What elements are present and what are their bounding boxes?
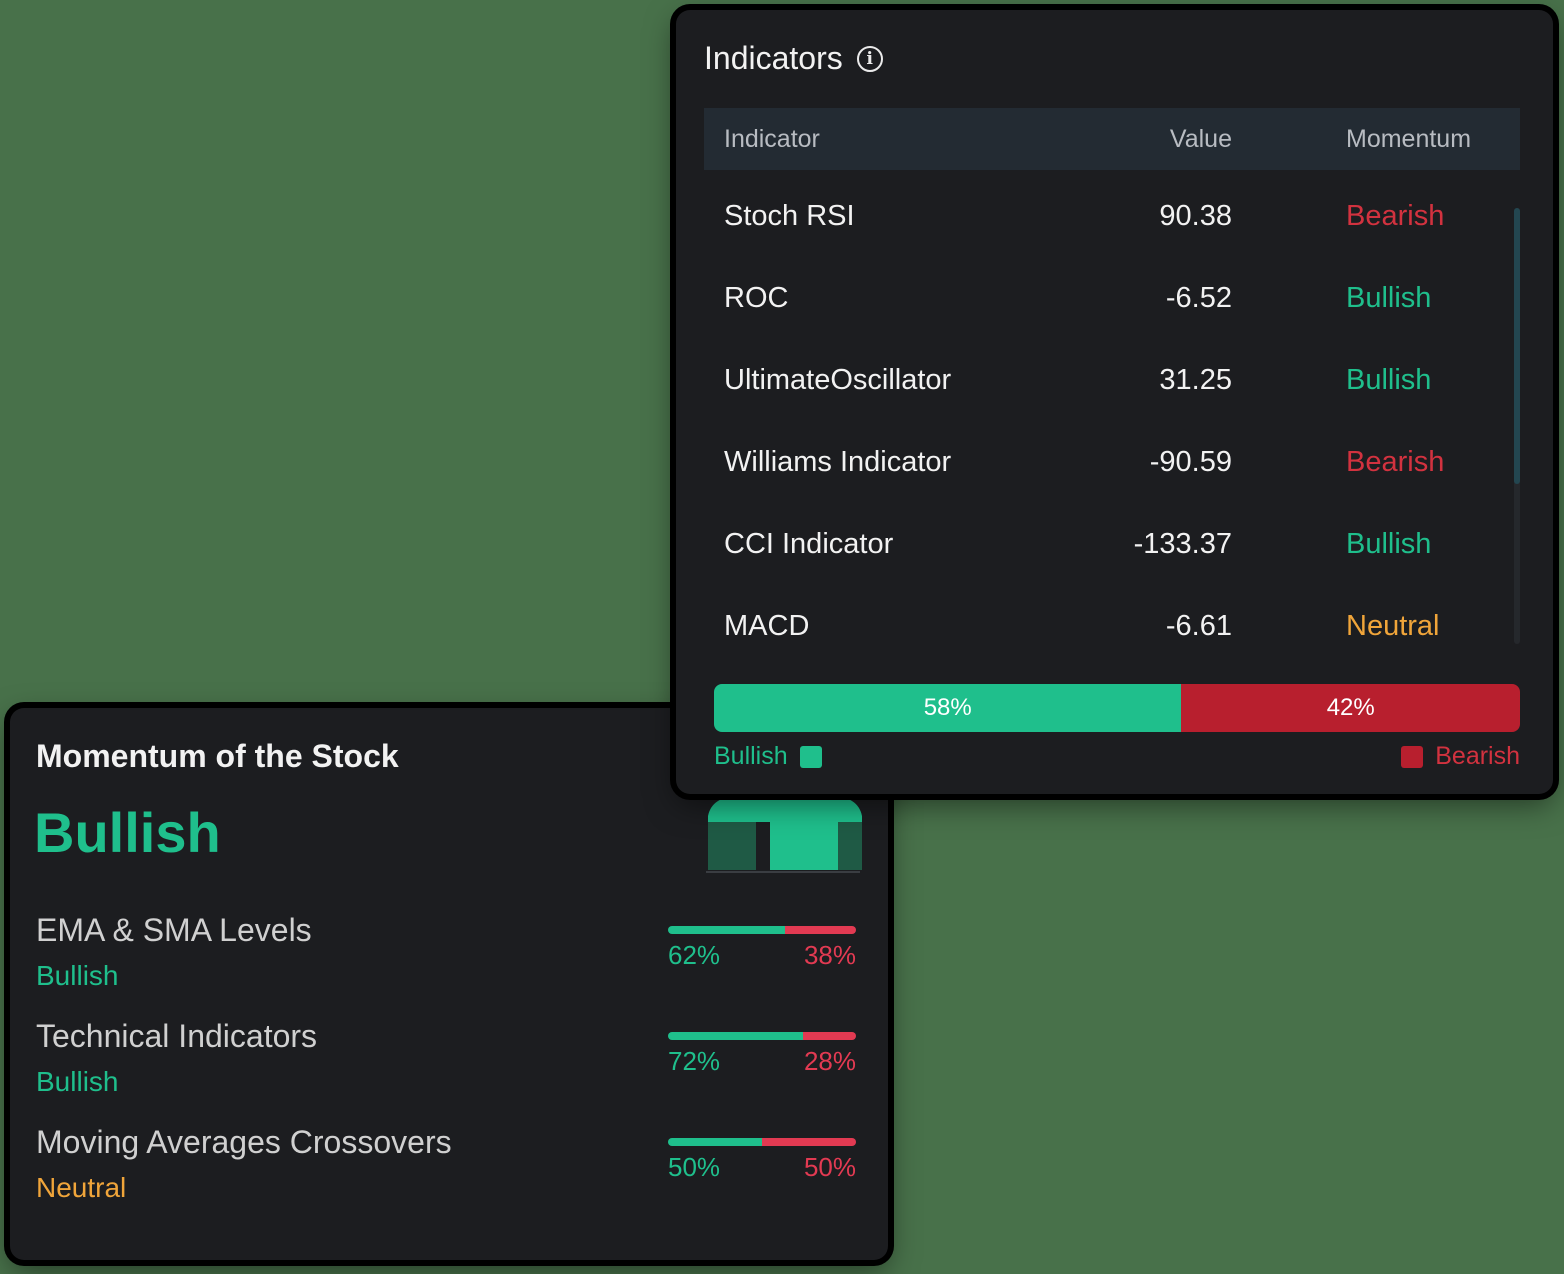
indicator-value: 31.25 — [1159, 364, 1232, 396]
column-header-indicator[interactable]: Indicator — [724, 125, 820, 153]
indicator-value: -6.61 — [1165, 610, 1232, 642]
bullish-bar-fill — [668, 1138, 762, 1146]
momentum-row-label: Technical Indicators — [36, 1018, 318, 1054]
column-header-value[interactable]: Value — [1169, 125, 1232, 153]
indicator-name: UltimateOscillator — [724, 364, 952, 396]
momentum-row-status: Neutral — [36, 1172, 127, 1203]
indicator-momentum: Bullish — [1346, 282, 1432, 314]
table-row[interactable]: MACD -6.61 Neutral — [704, 586, 1504, 668]
table-scrollbar[interactable] — [1514, 208, 1520, 644]
indicator-name: CCI Indicator — [724, 528, 894, 560]
momentum-row: Technical Indicators Bullish 72% 28% — [36, 1018, 866, 1113]
indicator-name: Williams Indicator — [724, 446, 952, 478]
table-row[interactable]: UltimateOscillator 31.25 Bullish — [704, 340, 1504, 422]
momentum-summary-bar: 58% 42% — [714, 684, 1520, 732]
table-header: Indicator Value Momentum — [704, 108, 1520, 170]
arrow-up-icon — [700, 786, 870, 876]
momentum-status: Bullish — [34, 801, 221, 864]
momentum-row-label: EMA & SMA Levels — [36, 912, 312, 948]
momentum-row: Moving Averages Crossovers Neutral 50% 50% — [36, 1124, 866, 1219]
table-row[interactable]: Williams Indicator -90.59 Bearish — [704, 422, 1504, 504]
legend-bullish-swatch — [799, 745, 822, 768]
bearish-percent: 38% — [803, 940, 856, 970]
legend-bullish: Bullish — [714, 742, 822, 771]
indicator-name: ROC — [724, 282, 789, 314]
indicator-momentum: Neutral — [1346, 610, 1440, 642]
indicator-momentum: Bearish — [1346, 446, 1445, 478]
momentum-row-status: Bullish — [36, 960, 119, 991]
momentum-row-bar — [668, 1032, 856, 1040]
table-row[interactable]: ROC -6.52 Bullish — [704, 258, 1504, 340]
bearish-percent: 28% — [803, 1046, 856, 1076]
legend-bearish: Bearish — [1401, 742, 1520, 771]
indicator-value: -6.52 — [1165, 282, 1232, 314]
bearish-segment: 42% — [1181, 684, 1520, 732]
bullish-bar-fill — [668, 926, 785, 934]
legend-bearish-label: Bearish — [1435, 742, 1520, 770]
info-icon[interactable]: i — [856, 45, 883, 72]
bullish-percent: 50% — [668, 1152, 721, 1182]
bullish-percent: 72% — [668, 1046, 721, 1076]
indicator-momentum: Bearish — [1346, 200, 1445, 232]
scrollbar-thumb[interactable] — [1514, 208, 1520, 484]
column-header-momentum[interactable]: Momentum — [1346, 125, 1472, 153]
momentum-row-bar — [668, 926, 856, 934]
bearish-bar-fill — [803, 1032, 856, 1040]
bearish-percent: 50% — [803, 1152, 856, 1182]
momentum-title: Momentum of the Stock — [36, 738, 399, 774]
indicator-value: -90.59 — [1149, 446, 1232, 478]
indicator-name: Stoch RSI — [724, 200, 855, 232]
momentum-card: Momentum of the Stock Bullish EMA & SMA … — [10, 708, 888, 1260]
bullish-bar-fill — [668, 1032, 804, 1040]
legend-bearish-swatch — [1401, 745, 1424, 768]
legend-bullish-label: Bullish — [714, 742, 788, 770]
indicator-name: MACD — [724, 610, 810, 642]
indicators-card: Indicators i Indicator Value Momentum St… — [676, 10, 1553, 794]
bearish-bar-fill — [784, 926, 856, 934]
bearish-bar-fill — [762, 1138, 856, 1146]
indicators-header: Indicators i — [704, 40, 883, 77]
indicator-momentum: Bullish — [1346, 528, 1432, 560]
indicators-title: Indicators — [704, 40, 843, 76]
indicator-momentum: Bullish — [1346, 364, 1432, 396]
table-row[interactable]: Stoch RSI 90.38 Bearish — [704, 176, 1504, 258]
momentum-row-status: Bullish — [36, 1066, 119, 1097]
momentum-row-bar — [668, 1138, 856, 1146]
bullish-percent: 62% — [668, 940, 721, 970]
momentum-row: EMA & SMA Levels Bullish 62% 38% — [36, 912, 866, 1007]
indicator-value: 90.38 — [1159, 200, 1232, 232]
indicator-value: -133.37 — [1133, 528, 1232, 560]
momentum-row-label: Moving Averages Crossovers — [36, 1124, 452, 1160]
bullish-segment: 58% — [714, 684, 1182, 732]
table-row[interactable]: CCI Indicator -133.37 Bullish — [704, 504, 1504, 586]
